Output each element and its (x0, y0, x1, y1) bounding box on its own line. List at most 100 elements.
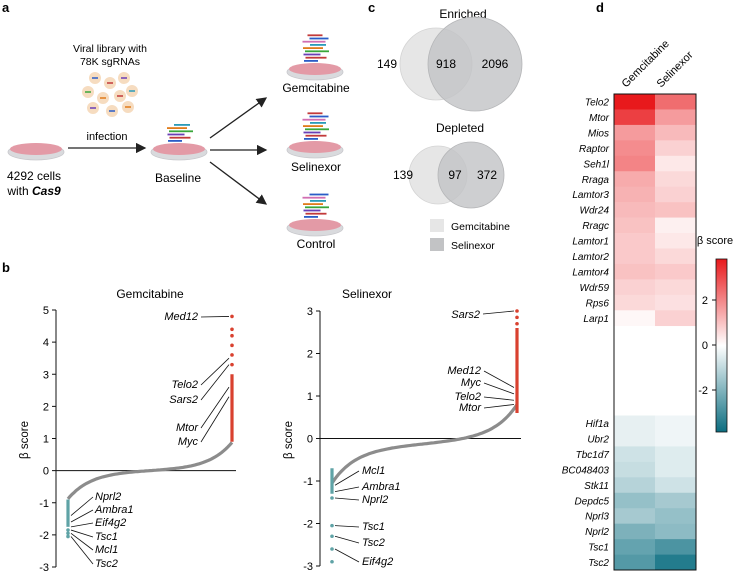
panel-label-a: a (2, 0, 10, 15)
y-tick-label: -3 (303, 561, 313, 572)
y-tick-label: 1 (43, 434, 49, 446)
heatmap-cell (655, 539, 697, 555)
colorbar-tick-label: -2 (698, 385, 708, 397)
sgrna-read (169, 130, 193, 133)
positive-point (230, 353, 234, 357)
cas9-cell-dish (7, 143, 65, 161)
heatmap-row-label: Lamtor4 (572, 267, 609, 278)
venn-circle-selinexor (427, 16, 523, 112)
heatmap-cell (614, 446, 656, 463)
arm-label-gemcitabine: Gemcitabine (282, 81, 350, 95)
arm-label-selinexor: Selinexor (291, 160, 341, 174)
heatmap-cell (614, 508, 656, 524)
heatmap-row-label: Rraga (582, 175, 610, 186)
sgrna-read (305, 134, 327, 137)
gene-label: Myc (461, 377, 482, 389)
label-leader-line (200, 386, 230, 429)
negative-point (330, 547, 334, 551)
heatmap-cell (655, 109, 697, 126)
heatmap-row-label: Raptor (579, 144, 610, 155)
legend-swatch-gemcitabine (430, 219, 444, 232)
heatmap-row-label: Lamtor2 (572, 252, 609, 263)
heatmap-cell (614, 554, 656, 571)
sgrna-read (304, 216, 318, 218)
heatmap-cell (614, 94, 656, 110)
heatmap-row-label: Tsc2 (588, 558, 609, 569)
label-leader-line (70, 509, 94, 523)
y-tick-label: 5 (43, 305, 49, 317)
heatmap-row-label: Mtor (589, 113, 610, 124)
sgrna-read (310, 122, 326, 124)
gene-label: Telo2 (454, 391, 481, 403)
y-tick-label: -1 (39, 498, 49, 510)
baseline-label: Baseline (155, 171, 201, 185)
sgrna-read (304, 138, 318, 140)
enriched-venn (399, 16, 523, 112)
heatmap-row-label: Ubr2 (587, 434, 609, 445)
arrow-to-control (209, 161, 268, 205)
heatmap-cell (614, 233, 656, 249)
depleted-venn (408, 141, 505, 209)
depleted-gemcitabine-only: 139 (393, 168, 413, 182)
heatmap-row-label: Stk11 (584, 481, 609, 492)
sgrna-read (303, 131, 321, 134)
gene-label: Sars2 (169, 394, 198, 406)
label-leader-line (334, 486, 360, 493)
gene-label: Eif4g2 (95, 517, 126, 529)
heatmap-frame (613, 93, 697, 571)
gene-label: Telo2 (171, 379, 198, 391)
y-tick-label: 1 (307, 391, 313, 403)
sgrna-read (169, 136, 191, 139)
label-leader-line (70, 496, 94, 516)
sgrna-read (174, 124, 190, 126)
heatmap-cell (614, 461, 656, 478)
sel-plot-title: Selinexor (342, 287, 392, 301)
panel-label-d: d (596, 0, 604, 15)
heatmap-row-label: Larp1 (583, 314, 609, 325)
negative-point (66, 534, 70, 539)
heatmap-cell (655, 217, 697, 234)
heatmap-row-label: Wdr24 (580, 206, 610, 217)
gene-label: Med12 (164, 311, 198, 323)
heatmap-row-label: Tsc1 (588, 543, 609, 554)
heatmap-cell (655, 461, 697, 478)
baseline-dish (150, 124, 208, 161)
cells-label-1: 4292 cells (7, 169, 61, 183)
selinexor-dish (286, 112, 344, 159)
label-leader-line (483, 404, 515, 409)
sgrna-read (303, 53, 321, 56)
heatmap-cell (614, 477, 656, 494)
gene-label: Mcl1 (95, 544, 118, 556)
gene-label: Nprl2 (362, 494, 388, 506)
positive-point (230, 314, 234, 319)
heatmap-cell (614, 310, 656, 327)
positive-point (230, 333, 234, 338)
depleted-overlap: 97 (448, 168, 462, 182)
heatmap-cell (655, 294, 697, 311)
sgrna-read (303, 203, 323, 205)
label-leader-line (200, 316, 230, 318)
label-leader-line (200, 357, 230, 386)
legend-swatch-selinexor (430, 238, 444, 251)
heatmap-cell (614, 217, 656, 234)
sgrna-read (304, 60, 318, 62)
colorbar (715, 258, 728, 433)
y-tick-label: -1 (303, 476, 313, 488)
label-leader-line (483, 396, 515, 401)
gene-label: Tsc2 (362, 537, 385, 549)
heatmap-cell (655, 186, 697, 203)
y-tick-label: 4 (43, 337, 49, 349)
sgrna-read (305, 206, 329, 209)
colorbar-label: β score (697, 235, 733, 247)
sgrna-read (303, 47, 323, 49)
enriched-overlap: 918 (436, 57, 456, 71)
gemcitabine-dish (286, 34, 344, 81)
heatmap-cell (655, 248, 697, 265)
heatmap-row-label: BC048403 (562, 465, 610, 476)
positive-point (515, 309, 519, 313)
sgrna-read (310, 44, 326, 46)
heatmap-cell (655, 430, 697, 447)
negative-point (66, 531, 70, 536)
gene-label: Mcl1 (362, 465, 385, 477)
